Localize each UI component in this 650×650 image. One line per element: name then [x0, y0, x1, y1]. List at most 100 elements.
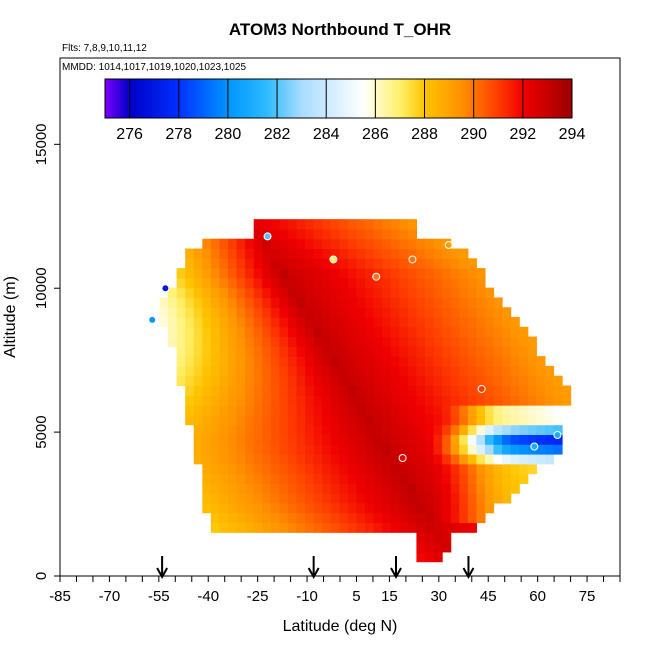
heatmap-cell — [390, 522, 400, 533]
heatmap-cell — [536, 375, 546, 387]
heatmap-cell — [236, 356, 246, 367]
heatmap-cell — [373, 434, 383, 445]
heatmap-cell — [476, 277, 486, 289]
colorbar-segment — [436, 79, 440, 118]
heatmap-cell — [536, 405, 546, 416]
heatmap-cell — [322, 356, 332, 367]
heatmap-cell — [467, 512, 477, 524]
heatmap-cell — [407, 414, 418, 426]
heatmap-cell — [382, 385, 392, 396]
heatmap-cell — [185, 277, 195, 289]
heatmap-cell — [459, 385, 469, 396]
colorbar-segment — [289, 79, 293, 118]
heatmap-cell — [356, 287, 366, 299]
heatmap-cell — [219, 326, 229, 338]
heatmap-cell — [390, 268, 400, 279]
heatmap-cell — [407, 238, 418, 250]
heatmap-cell — [279, 365, 289, 377]
heatmap-cell — [484, 375, 495, 387]
heatmap-cell — [262, 248, 272, 259]
heatmap-cell — [467, 336, 477, 347]
heatmap-cell — [467, 346, 477, 357]
heatmap-cell — [210, 375, 221, 387]
heatmap-cell — [407, 258, 418, 269]
heatmap-cell — [305, 336, 315, 347]
heatmap-cell — [450, 493, 460, 504]
colorbar-segment — [360, 79, 364, 118]
heatmap-cell — [399, 219, 409, 230]
heatmap-cell — [347, 248, 358, 259]
heatmap-cell — [467, 453, 477, 465]
colorbar-frame — [104, 78, 573, 119]
heatmap-cell — [296, 522, 306, 533]
heatmap-cell — [279, 502, 289, 514]
heatmap-cell — [270, 317, 280, 328]
colorbar-tick-label: 276 — [116, 126, 143, 143]
heatmap-cell — [510, 375, 520, 387]
colorbar-segment — [441, 79, 445, 118]
heatmap-cell — [407, 317, 418, 328]
y-tick-label: 0 — [33, 572, 50, 580]
heatmap-cell — [202, 317, 212, 328]
colorbar-segment — [535, 79, 539, 118]
heatmap-cell — [202, 493, 212, 504]
heatmap-cell — [253, 228, 263, 240]
heatmap-cell — [399, 405, 409, 416]
heatmap-cell — [262, 375, 272, 387]
heatmap-cell — [219, 424, 229, 436]
heatmap-cell — [296, 512, 306, 524]
heatmap-cell — [313, 326, 323, 338]
heatmap-cell — [245, 414, 255, 426]
heatmap-cell — [313, 453, 323, 465]
heatmap-cell — [305, 277, 315, 289]
heatmap-cell — [305, 238, 315, 250]
heatmap-cell — [424, 512, 435, 524]
heatmap-cell — [159, 317, 169, 328]
heatmap-cell — [228, 258, 238, 269]
heatmap-cells — [150, 219, 572, 563]
heatmap-cell — [356, 405, 366, 416]
heatmap-cell — [382, 522, 392, 533]
heatmap-cell — [450, 258, 460, 269]
heatmap-cell — [219, 405, 229, 416]
heatmap-cell — [416, 453, 426, 465]
heatmap-cell — [245, 453, 255, 465]
heatmap-cell — [356, 356, 366, 367]
heatmap-cell — [305, 219, 315, 230]
heatmap-cell — [339, 317, 349, 328]
colorbar-segment — [306, 79, 310, 118]
heatmap-cell — [390, 228, 400, 240]
heatmap-cell — [433, 463, 443, 475]
colorbar-segment — [237, 79, 241, 118]
heatmap-cell — [193, 444, 203, 455]
heatmap-cell — [322, 336, 332, 347]
heatmap-cell — [390, 414, 400, 426]
colorbar-segment — [513, 79, 516, 118]
heatmap-cell — [322, 512, 332, 524]
heatmap-cell — [484, 326, 495, 338]
colorbar-segment — [503, 79, 507, 118]
heatmap-cell — [510, 385, 520, 396]
heatmap-cell — [279, 287, 289, 299]
heatmap-cell — [219, 434, 229, 445]
colorbar-segment — [105, 79, 108, 118]
heatmap-cell — [519, 326, 529, 338]
heatmap-cell — [245, 336, 255, 347]
heatmap-cell — [450, 268, 460, 279]
heatmap-cell — [279, 317, 289, 328]
heatmap-cell — [270, 493, 280, 504]
heatmap-cell — [399, 356, 409, 367]
heatmap-cell — [416, 414, 426, 426]
x-tick-label: 75 — [579, 588, 596, 605]
heatmap-cell — [356, 414, 366, 426]
colorbar-segment — [397, 79, 401, 118]
heatmap-cell — [185, 297, 195, 308]
heatmap-cell — [168, 297, 178, 308]
heatmap-cell — [210, 365, 221, 377]
heatmap-cell — [287, 483, 298, 494]
heatmap-cell — [553, 375, 563, 387]
colorbar-segment — [291, 79, 295, 118]
heatmap-cell — [365, 248, 375, 259]
heatmap-cell — [339, 375, 349, 387]
heatmap-cell — [279, 238, 289, 250]
